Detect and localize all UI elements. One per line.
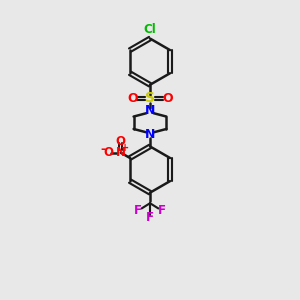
Text: F: F	[146, 212, 154, 224]
Text: S: S	[145, 92, 155, 106]
Text: N: N	[145, 128, 155, 141]
Text: +: +	[122, 143, 130, 153]
Text: N: N	[145, 104, 155, 117]
Text: O: O	[116, 135, 126, 148]
Text: O: O	[103, 146, 113, 159]
Text: -: -	[100, 143, 106, 156]
Text: N: N	[116, 146, 126, 159]
Text: O: O	[127, 92, 138, 105]
Text: O: O	[162, 92, 173, 105]
Text: F: F	[158, 204, 166, 217]
Text: Cl: Cl	[144, 23, 156, 36]
Text: F: F	[134, 204, 142, 217]
